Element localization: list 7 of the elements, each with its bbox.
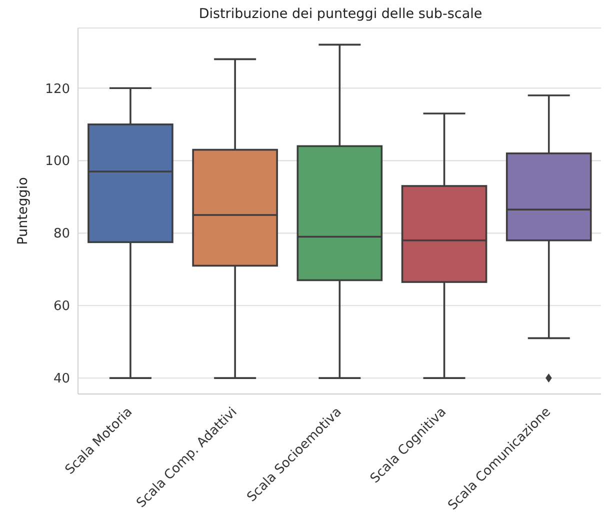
y-tick-label: 40 xyxy=(53,372,70,387)
y-tick-label: 80 xyxy=(53,226,70,242)
y-axis-title: Punteggio xyxy=(14,177,31,245)
y-tick-label: 60 xyxy=(53,299,70,314)
y-tick-label: 100 xyxy=(45,154,70,170)
chart-title: Distribuzione dei punteggi delle sub-scale xyxy=(198,6,484,22)
y-tick-label: 120 xyxy=(45,82,70,97)
